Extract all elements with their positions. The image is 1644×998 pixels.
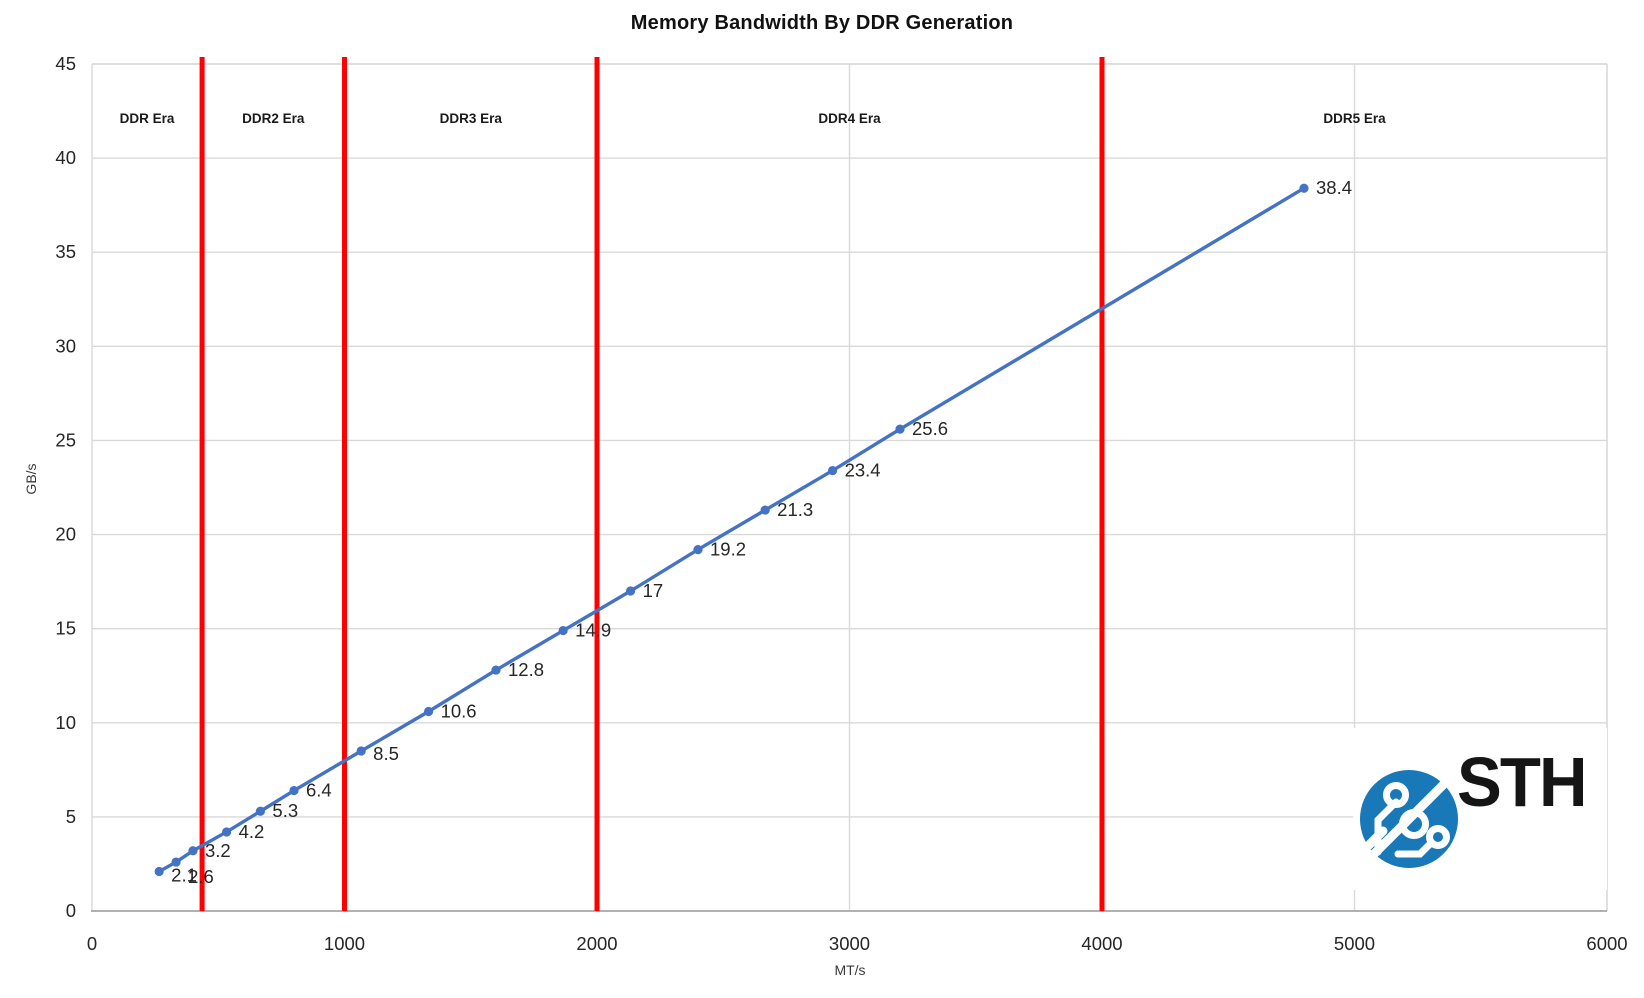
- y-tick-label: 20: [55, 524, 76, 545]
- circuit-trace-icon: [1394, 839, 1435, 858]
- data-label: 6.4: [306, 780, 332, 801]
- data-label: 14.9: [575, 620, 611, 641]
- data-point: [255, 806, 266, 816]
- data-label: 12.8: [508, 659, 544, 680]
- era-label: DDR3 Era: [440, 111, 503, 126]
- data-point: [895, 424, 905, 434]
- data-label: 10.6: [441, 700, 477, 721]
- x-tick-label: 3000: [829, 933, 870, 954]
- era-label: DDR2 Era: [242, 111, 305, 126]
- sth-logo: STH: [1353, 728, 1607, 890]
- x-tick-label: 5000: [1334, 933, 1375, 954]
- data-point: [423, 706, 434, 717]
- x-tick-label: 0: [87, 933, 97, 954]
- y-tick-label: 0: [66, 900, 76, 921]
- data-label: 4.2: [239, 821, 265, 842]
- y-tick-label: 40: [55, 147, 76, 168]
- data-point: [760, 505, 770, 515]
- data-label: 23.4: [845, 460, 881, 481]
- y-tick-label: 45: [55, 53, 76, 74]
- data-point: [693, 545, 703, 555]
- data-point: [188, 846, 198, 856]
- chart-title: Memory Bandwidth By DDR Generation: [630, 12, 1014, 34]
- data-point: [221, 827, 232, 837]
- data-label: 19.2: [710, 539, 746, 560]
- data-point: [827, 465, 838, 476]
- y-tick-label: 35: [55, 241, 76, 262]
- data-point: [558, 625, 568, 636]
- y-tick-label: 10: [55, 712, 76, 733]
- data-point: [491, 665, 501, 675]
- data-label: 8.5: [373, 743, 399, 764]
- data-label: 3.2: [205, 840, 231, 861]
- circuit-slash-icon: [1358, 826, 1388, 856]
- data-label: 17: [643, 580, 664, 601]
- series-line: [157, 186, 1306, 874]
- y-tick-label: 15: [55, 618, 76, 639]
- x-tick-label: 4000: [1081, 933, 1122, 954]
- era-label: DDR Era: [120, 111, 175, 126]
- x-tick-label: 1000: [324, 933, 365, 954]
- x-axis-title: MT/s: [834, 962, 866, 978]
- data-label: 25.6: [912, 418, 948, 439]
- sth-logo-text: STH: [1457, 743, 1588, 821]
- y-axis-title: GB/s: [23, 463, 39, 495]
- y-tick-label: 25: [55, 429, 76, 450]
- sth-logo-mark: [1358, 770, 1458, 868]
- x-tick-label: 6000: [1586, 933, 1627, 954]
- circuit-node-icon: [1426, 825, 1450, 849]
- data-label: 2.1: [171, 864, 197, 885]
- data-label: 5.3: [272, 800, 298, 821]
- circuit-slash-icon: [1367, 774, 1454, 861]
- data-point: [171, 857, 181, 867]
- data-label: 2.6: [188, 866, 214, 887]
- circuit-node-icon: [1399, 809, 1429, 839]
- data-point: [289, 785, 299, 796]
- data-point: [625, 586, 636, 596]
- y-tick-label: 30: [55, 335, 76, 356]
- data-label: 21.3: [777, 499, 813, 520]
- data-label: 38.4: [1316, 177, 1352, 198]
- data-point: [1299, 183, 1309, 193]
- era-label: DDR5 Era: [1323, 111, 1386, 126]
- era-label: DDR4 Era: [818, 111, 881, 126]
- circuit-node-icon: [1383, 782, 1409, 808]
- y-tick-label: 5: [66, 806, 76, 827]
- data-point: [356, 746, 366, 756]
- x-tick-label: 2000: [576, 933, 617, 954]
- data-point: [154, 866, 164, 877]
